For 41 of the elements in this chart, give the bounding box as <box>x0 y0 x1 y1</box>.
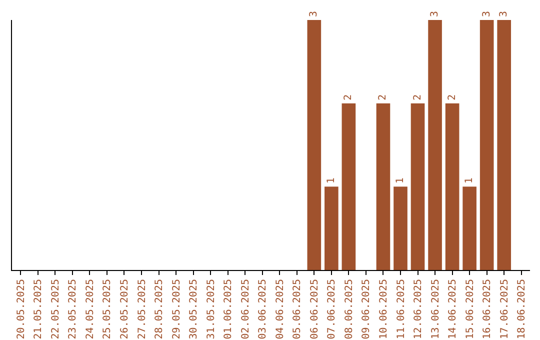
data-label: 3 <box>498 10 510 17</box>
x-tick-label: 05.06.2025 <box>292 279 304 340</box>
data-label: 3 <box>430 10 441 17</box>
x-tick-label: 31.05.2025 <box>206 279 217 340</box>
x-tick-label: 20.05.2025 <box>16 279 27 340</box>
x-tick-label: 29.05.2025 <box>171 279 182 340</box>
data-label: 1 <box>326 178 337 184</box>
x-tick-label: 08.06.2025 <box>344 279 355 340</box>
x-tick-label: 14.06.2025 <box>448 279 459 340</box>
data-label: 2 <box>343 94 354 100</box>
data-label: 3 <box>481 10 492 17</box>
x-tick-label: 04.06.2025 <box>274 279 286 340</box>
x-tick-label: 23.05.2025 <box>68 279 79 340</box>
x-tick-label: 16.06.2025 <box>482 279 494 340</box>
x-tick-label: 13.06.2025 <box>430 279 442 340</box>
data-label: 1 <box>464 178 476 184</box>
x-tick-label: 06.06.2025 <box>309 279 320 340</box>
x-tick-label: 17.06.2025 <box>499 279 510 340</box>
x-tick-label: 18.06.2025 <box>516 279 528 340</box>
data-label: 1 <box>395 178 406 184</box>
x-tick-label: 26.05.2025 <box>119 279 130 340</box>
x-tick-label: 09.06.2025 <box>361 279 372 340</box>
data-label: 2 <box>378 94 389 100</box>
x-tick-label: 27.05.2025 <box>136 279 148 340</box>
x-tick-label: 07.06.2025 <box>326 279 338 340</box>
x-tick-label: 28.05.2025 <box>154 279 166 340</box>
x-tick-label: 22.05.2025 <box>50 279 62 340</box>
x-tick-label: 12.06.2025 <box>413 279 424 340</box>
x-tick-label: 10.06.2025 <box>378 279 390 340</box>
x-tick-label: 01.06.2025 <box>223 279 234 340</box>
data-label: 2 <box>446 94 458 100</box>
x-tick-label: 03.06.2025 <box>258 279 269 340</box>
x-tick-label: 30.05.2025 <box>188 279 200 340</box>
data-label: 3 <box>308 10 320 17</box>
x-tick-label: 25.05.2025 <box>102 279 114 340</box>
x-tick-label: 24.05.2025 <box>84 279 96 340</box>
x-tick-label: 21.05.2025 <box>33 279 44 340</box>
x-tick-label: 15.06.2025 <box>464 279 476 340</box>
x-tick-label: 11.06.2025 <box>396 279 407 340</box>
x-tick-label: 02.06.2025 <box>240 279 252 340</box>
data-label: 2 <box>412 94 424 100</box>
